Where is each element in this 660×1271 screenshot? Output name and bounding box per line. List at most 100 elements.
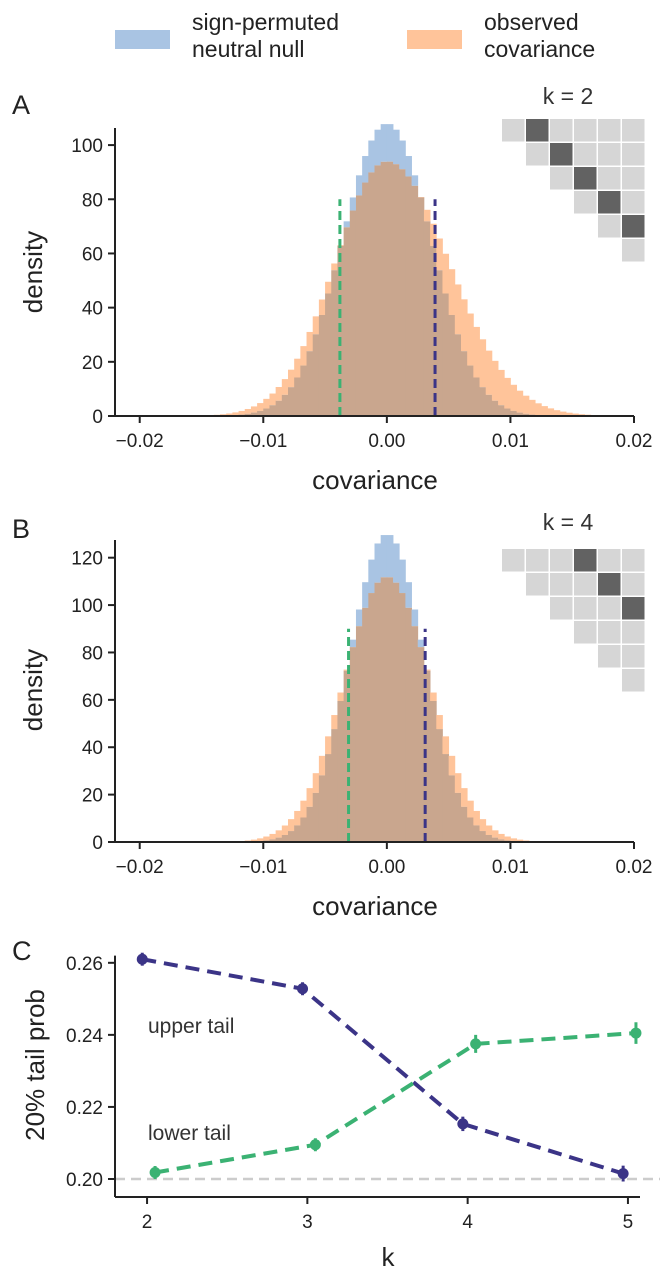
matrix-cell-highlighted: [574, 167, 597, 190]
histogram-bar-overlap: [269, 405, 277, 416]
matrix-cell: [550, 549, 573, 572]
y-tick-label: 20: [82, 353, 103, 374]
matrix-cell: [574, 573, 597, 596]
matrix-cell: [574, 119, 597, 142]
histogram-bar-overlap: [473, 825, 480, 842]
y-tick-label: 120: [71, 549, 103, 570]
y-tick-label: 100: [71, 596, 103, 617]
histogram-bar-overlap: [454, 334, 462, 416]
histogram-bar-overlap: [479, 831, 487, 842]
histogram-bar-excess: [269, 393, 277, 406]
matrix-cell-highlighted: [622, 215, 645, 238]
histogram-bar-excess: [467, 800, 474, 818]
y-tick-label: 80: [82, 643, 103, 664]
histogram-bar-overlap: [423, 670, 431, 842]
histogram-bar-overlap: [294, 825, 301, 842]
histogram-bar-excess: [250, 839, 258, 842]
histogram-bar-excess: [559, 411, 567, 416]
matrix-cell: [574, 191, 597, 214]
y-tick-label: 0.24: [66, 1026, 103, 1047]
histogram-bar-overlap: [325, 293, 332, 416]
histogram-bar-overlap: [312, 334, 320, 416]
histogram-bar-excess: [504, 377, 511, 409]
histogram-bar-excess: [386, 535, 394, 578]
histogram-bar-overlap: [300, 365, 307, 416]
matrix-cell-highlighted: [574, 549, 597, 572]
x-tick-label: 0.00: [368, 431, 405, 452]
histogram-bar-overlap: [288, 387, 295, 416]
histogram-bar-excess: [522, 395, 530, 414]
histogram-bar-overlap: [281, 834, 289, 842]
histogram-bar-overlap: [461, 806, 468, 842]
axes-a: 0 20 40 60 80 100 −0.02 −0.01 0.00 0.01 0.02: [71, 128, 652, 452]
histogram-bar-excess: [331, 715, 338, 730]
histogram-bar-excess: [312, 773, 320, 793]
histogram-bar-excess: [281, 825, 289, 835]
matrix-cell: [526, 573, 549, 596]
histogram-bar-overlap: [436, 270, 443, 416]
histogram-bar-excess: [281, 379, 289, 395]
y-tick-label: 60: [82, 244, 103, 265]
histogram-bar-excess: [467, 313, 474, 366]
data-point: [297, 983, 309, 995]
histogram-bar-excess: [349, 639, 357, 648]
panel-letter-b: B: [12, 514, 30, 544]
histogram-bar-overlap: [343, 227, 351, 416]
histogram-bar-excess: [318, 755, 326, 776]
legend-swatch-observed: [407, 30, 462, 49]
histogram-bar-overlap: [374, 582, 382, 842]
histogram-bar-excess: [250, 406, 258, 413]
histogram-bar-excess: [380, 124, 388, 162]
histogram-bar-excess: [343, 221, 351, 228]
histogram-bar-excess: [498, 369, 505, 406]
data-point: [630, 1027, 642, 1039]
data-point: [470, 1038, 482, 1050]
matrix-cell: [574, 143, 597, 166]
histogram-bar-overlap: [479, 387, 487, 416]
histogram-bar-overlap: [442, 754, 450, 842]
histogram-bar-excess: [343, 669, 351, 671]
histogram-bar-overlap: [318, 314, 326, 416]
histogram-bar-excess: [473, 326, 480, 378]
ylabel-c: 20% tail prob: [20, 989, 50, 1141]
x-tick-label: 0.00: [368, 857, 405, 878]
histogram-bar-excess: [399, 559, 406, 594]
histogram-bar-excess: [566, 412, 573, 416]
histogram-bar-overlap: [368, 172, 375, 416]
histogram-bar-excess: [393, 543, 400, 583]
histogram-bar-overlap: [355, 626, 363, 842]
histogram-bar-excess: [528, 399, 536, 415]
histogram-bar-overlap: [405, 176, 412, 416]
histogram-bar-excess: [300, 800, 307, 818]
histogram-bar-excess: [257, 838, 264, 842]
matrix-cell-highlighted: [550, 143, 573, 166]
histogram-bar-overlap: [288, 831, 295, 842]
histogram-bar-excess: [380, 535, 388, 578]
ylabel-a: density: [18, 231, 48, 313]
histogram-bar-excess: [491, 360, 499, 401]
annotation-lower-tail: lower tail: [148, 1122, 231, 1145]
histogram-bar-overlap: [362, 182, 369, 416]
histogram-bar-overlap: [368, 593, 375, 842]
histogram-bar-excess: [485, 825, 493, 835]
matrix-cell-highlighted: [598, 573, 621, 596]
panel-a: A k = 2 0 20 40 60 80 100 −0.02 −0.01 0.00 0.01 0.…: [12, 83, 652, 495]
histogram-bar-overlap: [257, 410, 264, 416]
matrix-cell: [622, 167, 645, 190]
histogram-bar-excess: [349, 197, 357, 211]
histogram-bar-excess: [374, 129, 382, 166]
lag-matrix-a: [502, 119, 645, 262]
matrix-cell: [550, 167, 573, 190]
ylabel-b: density: [18, 649, 48, 731]
histogram-bar-excess: [461, 299, 468, 352]
histogram-bar-overlap: [269, 839, 277, 842]
matrix-cell-highlighted: [598, 191, 621, 214]
y-tick-label: 100: [71, 136, 103, 157]
histogram-bar-excess: [405, 156, 412, 177]
y-tick-label: 0: [92, 833, 103, 854]
x-tick-label: 3: [302, 1212, 313, 1233]
y-tick-label: 60: [82, 691, 103, 712]
histogram-bar-overlap: [275, 837, 283, 842]
histogram-bar-excess: [510, 384, 518, 411]
matrix-cell-highlighted: [622, 597, 645, 620]
